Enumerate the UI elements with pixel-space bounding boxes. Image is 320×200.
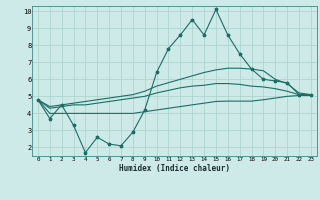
X-axis label: Humidex (Indice chaleur): Humidex (Indice chaleur) xyxy=(119,164,230,173)
